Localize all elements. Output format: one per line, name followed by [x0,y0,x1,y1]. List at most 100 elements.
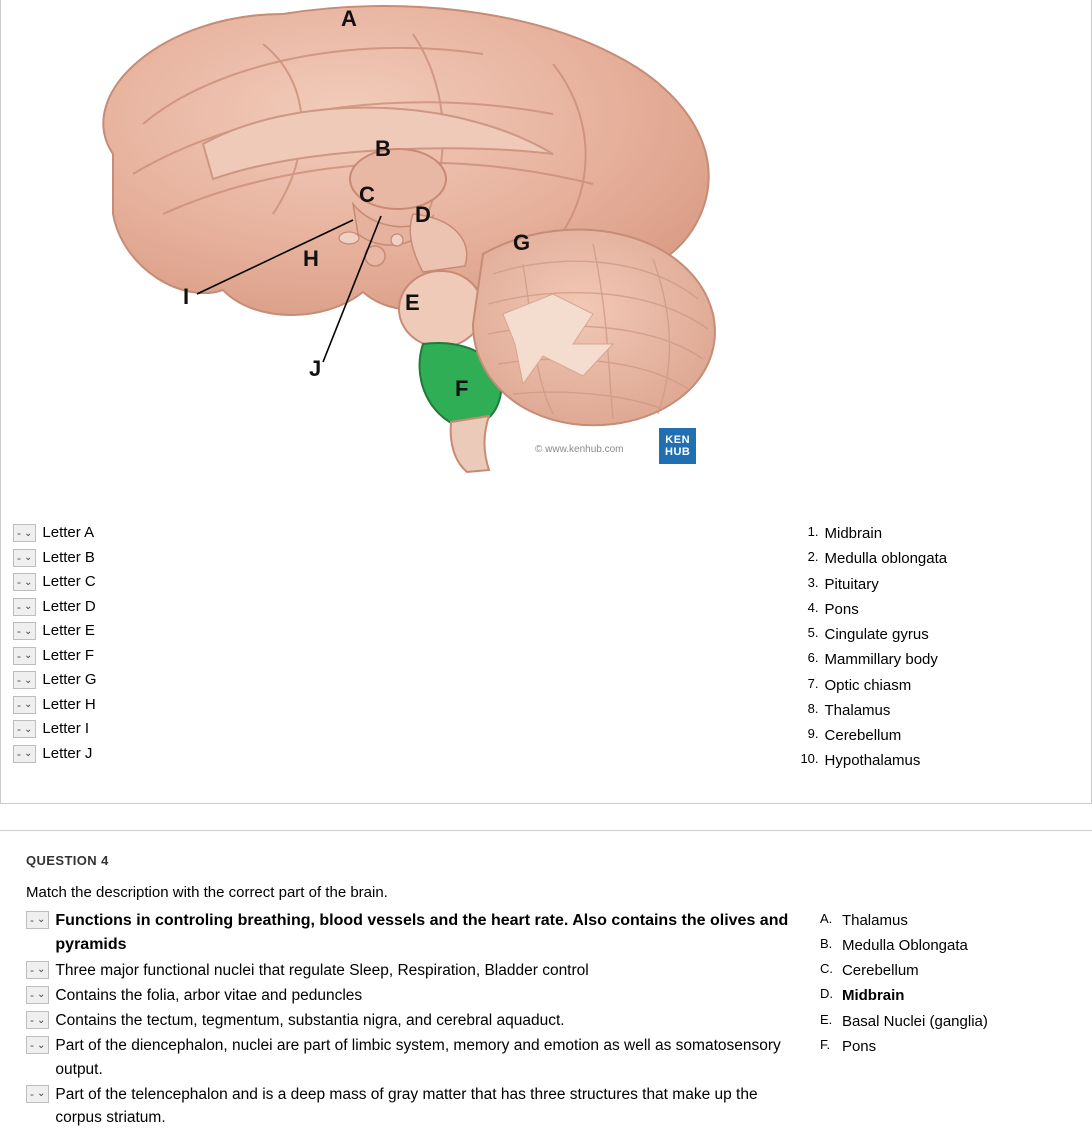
q4-item-text: Contains the folia, arbor vitae and pedu… [55,984,362,1007]
match3-select-2[interactable]: -⌄ [13,573,36,591]
q4-item: -⌄ Contains the tectum, tegmentum, substa… [26,1009,806,1032]
match3-answer: 7.Optic chiasm [799,674,1079,697]
q4-select-4[interactable]: -⌄ [26,1036,49,1054]
match3-item-label: Letter I [42,718,89,741]
match3-answer: 9.Cerebellum [799,724,1079,747]
q4-item-text: Functions in controling breathing, blood… [55,909,806,957]
diagram-label-F: F [455,376,468,402]
match3-item-label: Letter C [42,571,95,594]
question4-row: -⌄Functions in controling breathing, blo… [26,907,1080,1132]
q4-item-text: Part of the diencephalon, nuclei are par… [55,1034,806,1081]
match3-item-label: Letter E [42,620,95,643]
diagram-label-I: I [183,284,189,310]
brain-diagram: ABCDEFGHIJ KEN HUB © www.kenhub.com [53,4,753,484]
answer-text: Pons [825,598,859,621]
match3-select-5[interactable]: -⌄ [13,647,36,665]
q4-select-1[interactable]: -⌄ [26,961,49,979]
answer-number: 5. [799,623,819,646]
q4-select-3[interactable]: -⌄ [26,1011,49,1029]
q4-item: -⌄ Contains the folia, arbor vitae and pe… [26,984,806,1007]
kenhub-badge: KEN HUB [659,428,696,464]
match3-item: -⌄Letter J [13,743,781,766]
q4-item-text: Three major functional nuclei that regul… [55,959,588,982]
select-value: - [17,573,21,591]
q4-answer: F.Pons [820,1035,1080,1058]
diagram-label-C: C [359,182,375,208]
select-value: - [17,622,21,640]
match3-answer: 10.Hypothalamus [799,749,1079,772]
q4-item-text: Part of the telencephalon and is a deep … [55,1083,806,1130]
q4-select-0[interactable]: -⌄ [26,911,49,929]
match3-item: -⌄ Letter E [13,620,781,643]
match3-select-9[interactable]: -⌄ [13,745,36,763]
answer-number: 4. [799,598,819,621]
brain-svg [53,4,753,484]
chevron-down-icon: ⌄ [37,1086,45,1101]
answer-text: Thalamus [825,699,891,722]
match3-item: -⌄ Letter A [13,522,781,545]
badge-line1: KEN [665,434,690,446]
optic-chiasm [339,232,359,244]
match3-item-label: Letter A [42,522,94,545]
image-credit: © www.kenhub.com [535,444,624,455]
match3-item: -⌄Letter D [13,596,781,619]
match3-select-8[interactable]: -⌄ [13,720,36,738]
select-value: - [30,986,34,1004]
q4-answer-key: E. [820,1010,836,1033]
chevron-down-icon: ⌄ [24,550,32,565]
answer-number: 1. [799,522,819,545]
q4-select-2[interactable]: -⌄ [26,986,49,1004]
match3-answer: 2. Medulla oblongata [799,547,1079,570]
match3-item: -⌄Letter H [13,694,781,717]
match3-select-1[interactable]: -⌄ [13,549,36,567]
answer-text: Medulla oblongata [825,547,948,570]
select-value: - [17,696,21,714]
select-value: - [17,549,21,567]
match3-item: -⌄ Letter I [13,718,781,741]
q4-item-text: Contains the tectum, tegmentum, substant… [55,1009,564,1032]
q4-answer-text: Medulla Oblongata [842,934,968,957]
match3-item: -⌄Letter G [13,669,781,692]
q4-answer: B.Medulla Oblongata [820,934,1080,957]
q4-answer-text: Basal Nuclei (ganglia) [842,1010,988,1033]
answer-text: Cingulate gyrus [825,623,929,646]
diagram-label-J: J [309,356,321,382]
match3-select-6[interactable]: -⌄ [13,671,36,689]
answer-number: 3. [799,573,819,596]
diagram-label-H: H [303,246,319,272]
match3-select-4[interactable]: -⌄ [13,622,36,640]
select-value: - [17,647,21,665]
q4-answer: C.Cerebellum [820,959,1080,982]
match3-row: -⌄Letter A-⌄Letter B-⌄Letter C-⌄Letter D… [13,520,1079,775]
match3-answer: 3. Pituitary [799,573,1079,596]
answer-number: 8. [799,699,819,722]
answer-number: 2. [799,547,819,570]
q4-answer: D.Midbrain [820,984,1080,1007]
diagram-label-G: G [513,230,530,256]
match3-answer: 5. Cingulate gyrus [799,623,1079,646]
q4-item: -⌄ Part of the diencephalon, nuclei are p… [26,1034,806,1081]
spinal-stem [451,416,489,472]
q4-item: -⌄ Three major functional nuclei that reg… [26,959,806,982]
chevron-down-icon: ⌄ [24,648,32,663]
brain-diagram-wrap: ABCDEFGHIJ KEN HUB © www.kenhub.com [13,4,1079,484]
chevron-down-icon: ⌄ [24,624,32,639]
match3-select-0[interactable]: -⌄ [13,524,36,542]
select-value: - [30,1085,34,1103]
diagram-label-E: E [405,290,420,316]
match3-item: -⌄Letter F [13,645,781,668]
answer-text: Hypothalamus [825,749,921,772]
q4-answer-key: C. [820,959,836,982]
question4-prompt: Match the description with the correct p… [26,884,1080,901]
match3-select-3[interactable]: -⌄ [13,598,36,616]
answer-text: Optic chiasm [825,674,912,697]
question4-left: -⌄Functions in controling breathing, blo… [26,907,806,1132]
match3-select-7[interactable]: -⌄ [13,696,36,714]
q4-answer-key: F. [820,1035,836,1058]
q4-answer-text: Thalamus [842,909,908,932]
chevron-down-icon: ⌄ [37,987,45,1002]
match3-answer: 1.Midbrain [799,522,1079,545]
answer-text: Pituitary [825,573,879,596]
q4-select-5[interactable]: -⌄ [26,1085,49,1103]
chevron-down-icon: ⌄ [24,746,32,761]
